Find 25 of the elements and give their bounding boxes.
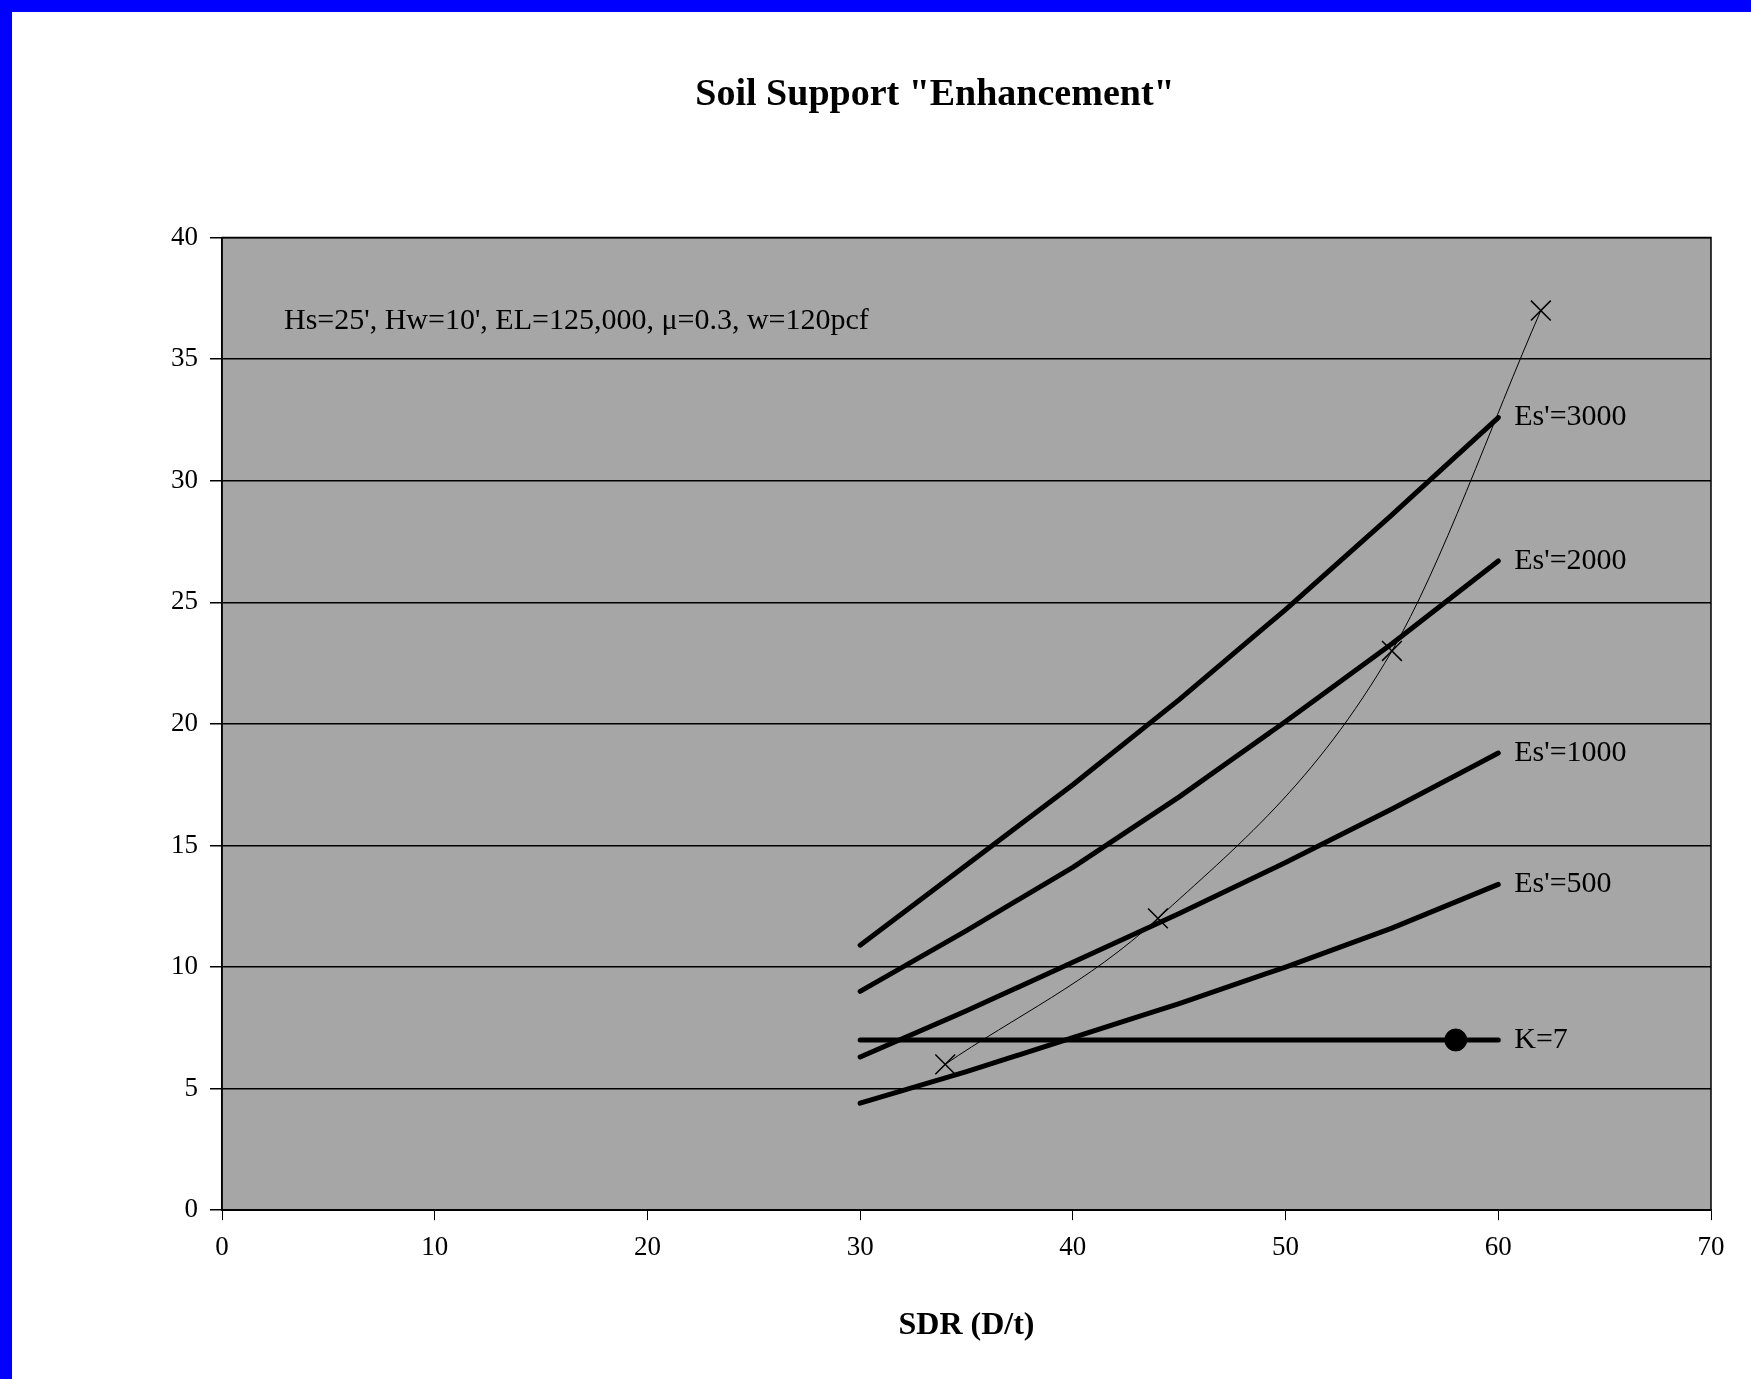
y-tick-label: 15 <box>171 828 198 859</box>
y-tick-label: 40 <box>171 220 198 251</box>
series-label: Es'=3000 <box>1514 398 1627 432</box>
annotation: Hs=25', Hw=10', EL=125,000, μ=0.3, w=120pcf <box>284 302 869 336</box>
y-tick-label: 35 <box>171 342 198 373</box>
x-tick-label: 20 <box>633 1231 661 1262</box>
x-tick-label: 0 <box>215 1231 229 1262</box>
series-label: Es'=500 <box>1514 865 1612 899</box>
y-tick-label: 25 <box>171 585 198 616</box>
x-tick-label: 60 <box>1484 1231 1512 1262</box>
x-tick-label: 40 <box>1059 1231 1087 1262</box>
x-tick-label: 30 <box>846 1231 874 1262</box>
y-tick-label: 5 <box>184 1071 198 1102</box>
x-tick-label: 70 <box>1697 1231 1725 1262</box>
series-label: Es'=1000 <box>1514 733 1627 767</box>
x-axis-title: SDR (D/t) <box>898 1305 1035 1342</box>
y-tick-label: 0 <box>184 1193 198 1224</box>
series-label: K=7 <box>1514 1020 1568 1054</box>
x-tick-label: 50 <box>1272 1231 1300 1262</box>
series-label: Es'=2000 <box>1514 541 1627 575</box>
x-tick-label: 10 <box>421 1231 449 1262</box>
y-tick-label: 30 <box>171 463 198 494</box>
y-tick-label: 10 <box>171 950 198 981</box>
chart-title: Soil Support "Enhancement" <box>695 70 1175 113</box>
y-tick-label: 20 <box>171 706 198 737</box>
